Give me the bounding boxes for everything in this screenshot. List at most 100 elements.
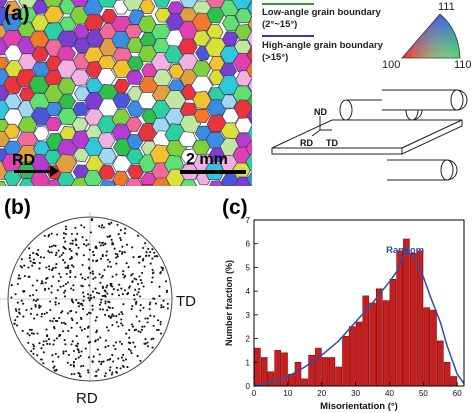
pole-dot (57, 279, 60, 283)
pole-dot (128, 336, 131, 339)
pole-dot (81, 304, 84, 307)
grain (125, 116, 143, 133)
pole-dot (48, 265, 51, 268)
pole-dot (153, 251, 156, 254)
pole-dot (97, 368, 100, 371)
pole-dot (95, 374, 98, 377)
pole-dot (130, 323, 134, 326)
pole-dot (84, 347, 87, 350)
pole-dot (39, 305, 42, 308)
pole-dot (53, 327, 56, 330)
pole-dot (48, 251, 51, 254)
pole-dot (125, 243, 129, 246)
histogram-bar (301, 378, 309, 387)
pole-dot (49, 319, 52, 322)
pole-dot (110, 315, 113, 318)
histogram-bar (254, 347, 261, 387)
y-tick-label: 5 (246, 263, 251, 272)
pole-dot (57, 355, 60, 358)
rd-label: RD (12, 152, 36, 169)
pole-dot (97, 338, 100, 341)
scale-bar (180, 170, 246, 174)
pole-dot (69, 275, 72, 279)
pole-dot (95, 331, 98, 334)
pole-dot (16, 301, 19, 304)
grain (45, 116, 62, 132)
pole-dot (76, 342, 79, 345)
x-axis-ticks: 0 10 20 30 40 50 60 (252, 382, 462, 398)
pole-dot (107, 314, 110, 318)
pole-dot (31, 264, 34, 267)
histogram-bar (376, 288, 383, 387)
pole-dot (103, 268, 106, 272)
pole-dot (95, 329, 99, 332)
pole-dot (64, 289, 67, 292)
pole-dot (94, 245, 98, 248)
pole-dot (53, 365, 56, 368)
pole-dot (82, 295, 85, 298)
pole-dot (91, 270, 94, 273)
grain (97, 148, 117, 165)
pole-dot (131, 280, 134, 284)
grain (0, 181, 7, 186)
pole-dot (79, 354, 82, 357)
pole-dot (104, 302, 107, 305)
pole-dot (83, 327, 86, 330)
pole-dot (47, 235, 50, 238)
pole-dot (103, 375, 107, 378)
pole-dot (150, 281, 153, 284)
histogram-bar (382, 300, 390, 387)
pole-dot (82, 364, 85, 367)
histogram-bar (294, 362, 302, 387)
pole-dot (101, 224, 104, 227)
pole-dot (121, 293, 124, 296)
grain (139, 0, 156, 15)
pole-dot (62, 284, 65, 287)
pole-dot (50, 232, 53, 235)
pole-dot (58, 316, 61, 320)
pole-dot (55, 337, 58, 340)
pole-dot (67, 264, 70, 267)
grain (83, 169, 103, 186)
pole-dot (92, 355, 95, 358)
grain (3, 123, 21, 140)
pole-dot (66, 266, 69, 269)
pole-dot (98, 360, 101, 363)
pole-dot (18, 308, 21, 311)
pole-dot (49, 300, 52, 303)
pole-dot (16, 282, 19, 286)
pole-dot (136, 293, 139, 296)
pole-dot (131, 246, 134, 249)
pole-dot (150, 338, 153, 341)
pole-figure: TD RD (0, 212, 196, 407)
pole-dot (120, 342, 123, 346)
pole-dot (106, 284, 109, 287)
pole-dot (80, 329, 83, 332)
pole-dot (79, 375, 82, 378)
grain (221, 31, 239, 47)
pole-dot (91, 308, 94, 311)
grain (45, 101, 63, 117)
pole-dot (75, 298, 78, 302)
pole-dot (87, 258, 90, 261)
pole-dot (58, 255, 61, 258)
pole-dot (148, 303, 151, 306)
pole-dot (87, 356, 91, 359)
grain (126, 70, 144, 85)
pole-dot (47, 250, 50, 253)
pole-dot (144, 338, 147, 341)
pole-dot (115, 371, 118, 374)
histogram-bar (409, 252, 417, 387)
ipf-label-100: 100 (382, 59, 400, 71)
pole-dot (35, 299, 38, 302)
pole-dot (134, 288, 137, 291)
random-curve (253, 249, 465, 387)
upper-roll-end-left (339, 99, 353, 121)
ipf-label-111: 111 (438, 1, 455, 13)
pole-dot (80, 365, 83, 368)
pole-dot (82, 299, 85, 302)
pole-dot (43, 256, 46, 259)
pole-dot (72, 265, 75, 268)
pole-dot (29, 294, 32, 297)
pole-dot (59, 285, 62, 288)
